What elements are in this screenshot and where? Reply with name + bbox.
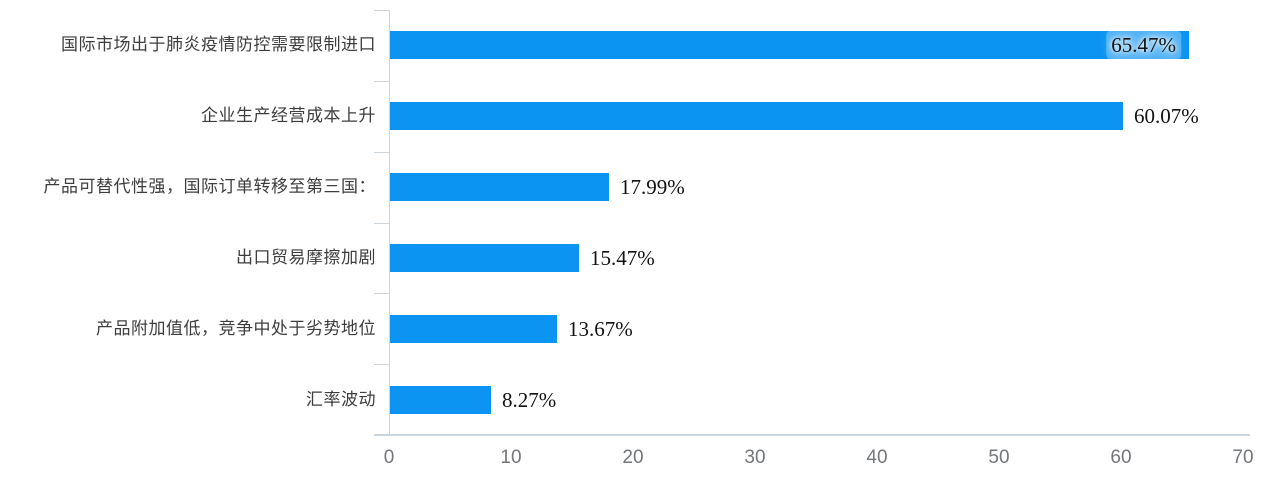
- bar: [390, 102, 1123, 130]
- axis-tick: [374, 223, 389, 224]
- bar: [390, 244, 579, 272]
- x-axis-line: [374, 434, 1250, 436]
- x-tick-label: 40: [866, 447, 888, 468]
- value-label: 8.27%: [502, 388, 557, 412]
- category-label: 产品可替代性强，国际订单转移至第三国：: [43, 177, 376, 196]
- category-label: 出口贸易摩擦加剧: [236, 248, 376, 267]
- value-label: 60.07%: [1134, 104, 1199, 128]
- x-tick-label: 20: [622, 447, 644, 468]
- x-tick-label: 0: [383, 447, 395, 468]
- value-label: 15.47%: [590, 246, 655, 270]
- x-tick-label: 60: [1110, 447, 1132, 468]
- bar: [390, 173, 609, 201]
- bar: [390, 315, 557, 343]
- category-label: 产品附加值低，竞争中处于劣势地位: [96, 319, 376, 338]
- axis-tick: [374, 293, 389, 294]
- x-tick-label: 70: [1232, 447, 1254, 468]
- value-label: 17.99%: [620, 175, 685, 199]
- category-label: 汇率波动: [306, 390, 376, 409]
- bar: [390, 31, 1189, 59]
- y-axis-line: [389, 10, 390, 435]
- axis-tick: [374, 435, 389, 436]
- x-tick-label: 30: [744, 447, 766, 468]
- category-label: 企业生产经营成本上升: [201, 106, 376, 125]
- axis-tick: [374, 152, 389, 153]
- bar: [390, 386, 491, 414]
- axis-tick: [374, 81, 389, 82]
- x-tick-label: 50: [988, 447, 1010, 468]
- value-label: 13.67%: [568, 317, 633, 341]
- category-label: 国际市场出于肺炎疫情防控需要限制进口: [61, 35, 376, 54]
- axis-tick: [374, 10, 389, 11]
- value-label: 65.47%: [1106, 31, 1181, 59]
- axis-tick: [374, 364, 389, 365]
- x-tick-label: 10: [500, 447, 522, 468]
